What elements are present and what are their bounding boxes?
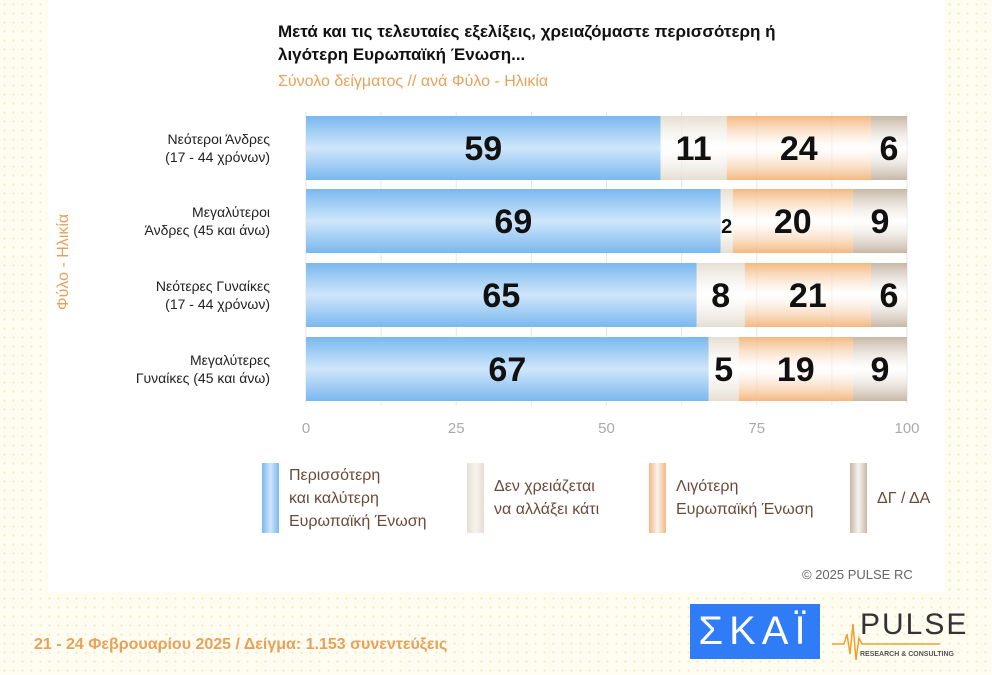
- legend-item: ΔΓ / ΔΑ: [850, 462, 930, 534]
- pulse-logo: PULSE RESEARCH & CONSULTING: [832, 608, 968, 661]
- bar-segment: [852, 189, 907, 253]
- bar-chart: PULSEΝεότεροι Άνδρες(17 - 44 χρόνων)5911…: [136, 112, 920, 437]
- data-label: 6: [880, 277, 899, 315]
- skai-logo: ΣΚΑΪ: [690, 604, 820, 659]
- svg-text:PULSE: PULSE: [860, 608, 968, 641]
- data-label: 67: [488, 351, 526, 389]
- x-tick-label: 25: [448, 420, 465, 437]
- bar-segment: [660, 116, 727, 180]
- bar-segment: [720, 189, 733, 253]
- x-tick-label: 50: [598, 420, 615, 437]
- x-tick-label: 0: [302, 420, 310, 437]
- legend-swatch: [850, 463, 867, 533]
- data-label: 21: [789, 277, 827, 315]
- chart-title: Μετά και τις τελευταίες εξελίξεις, χρεια…: [278, 22, 776, 64]
- bar-segment: [870, 263, 907, 327]
- chart-subtitle: Σύνολο δείγματος // ανά Φύλο - Ηλικία: [278, 73, 549, 90]
- category-label: Νεότεροι Άνδρες (17 - 44 χρόνων): [165, 131, 270, 165]
- bar-segment: [726, 116, 871, 180]
- data-label: 9: [870, 203, 889, 241]
- footer-info: 21 - 24 Φεβρουαρίου 2025 / Δείγμα: 1.153…: [34, 636, 448, 653]
- legend: Περισσότερη και καλύτερη Ευρωπαϊκή Ένωση Δε…: [262, 462, 945, 537]
- bar-segment: [696, 263, 745, 327]
- copyright: © 2025 PULSE RC: [802, 567, 913, 582]
- svg-text:RESEARCH & CONSULTING: RESEARCH & CONSULTING: [860, 651, 955, 658]
- legend-item: Λιγότερη Ευρωπαϊκή Ένωση: [649, 462, 814, 534]
- data-label: 5: [714, 351, 733, 389]
- bar-segment: [708, 337, 739, 401]
- bar-segment: [306, 263, 697, 327]
- legend-label: Λιγότερη Ευρωπαϊκή Ένωση: [676, 478, 814, 518]
- data-label: 2: [721, 216, 732, 238]
- bar-segment: [306, 116, 661, 180]
- bar-segment: [306, 337, 709, 401]
- data-label: 9: [870, 351, 889, 389]
- legend-label: Περισσότερη και καλύτερη Ευρωπαϊκή Ένωση: [289, 466, 427, 530]
- legend-swatch: [262, 463, 279, 533]
- bar-segment: [744, 263, 871, 327]
- category-label: Μεγαλύτερες Γυναίκες (45 και άνω): [136, 352, 270, 386]
- x-tick-label: 75: [748, 420, 765, 437]
- data-label: 19: [777, 351, 815, 389]
- legend-label: ΔΓ / ΔΑ: [877, 489, 931, 507]
- data-label: 69: [494, 203, 532, 241]
- legend-item: Δεν χρειάζεται να αλλάξει κάτι: [467, 462, 599, 534]
- bar-segment: [852, 337, 907, 401]
- data-label: 11: [676, 130, 712, 168]
- legend-item: Περισσότερη και καλύτερη Ευρωπαϊκή Ένωση: [262, 462, 427, 534]
- bar-segment: [732, 189, 853, 253]
- data-label: 65: [482, 277, 520, 315]
- data-label: 8: [711, 277, 730, 315]
- category-label: Μεγαλύτεροι Άνδρες (45 και άνω): [145, 204, 270, 238]
- data-label: 20: [774, 203, 812, 241]
- data-label: 6: [880, 130, 899, 168]
- bar-segment: [306, 189, 721, 253]
- x-tick-label: 100: [894, 420, 919, 437]
- legend-swatch: [467, 463, 484, 533]
- data-label: 59: [464, 130, 502, 168]
- bar-segment: [738, 337, 853, 401]
- bar-segment: [870, 116, 907, 180]
- category-label: Νεότερες Γυναίκες (17 - 44 χρόνων): [156, 278, 270, 312]
- legend-swatch: [649, 463, 666, 533]
- legend-label: Δεν χρειάζεται να αλλάξει κάτι: [494, 478, 600, 518]
- data-label: 24: [780, 130, 818, 168]
